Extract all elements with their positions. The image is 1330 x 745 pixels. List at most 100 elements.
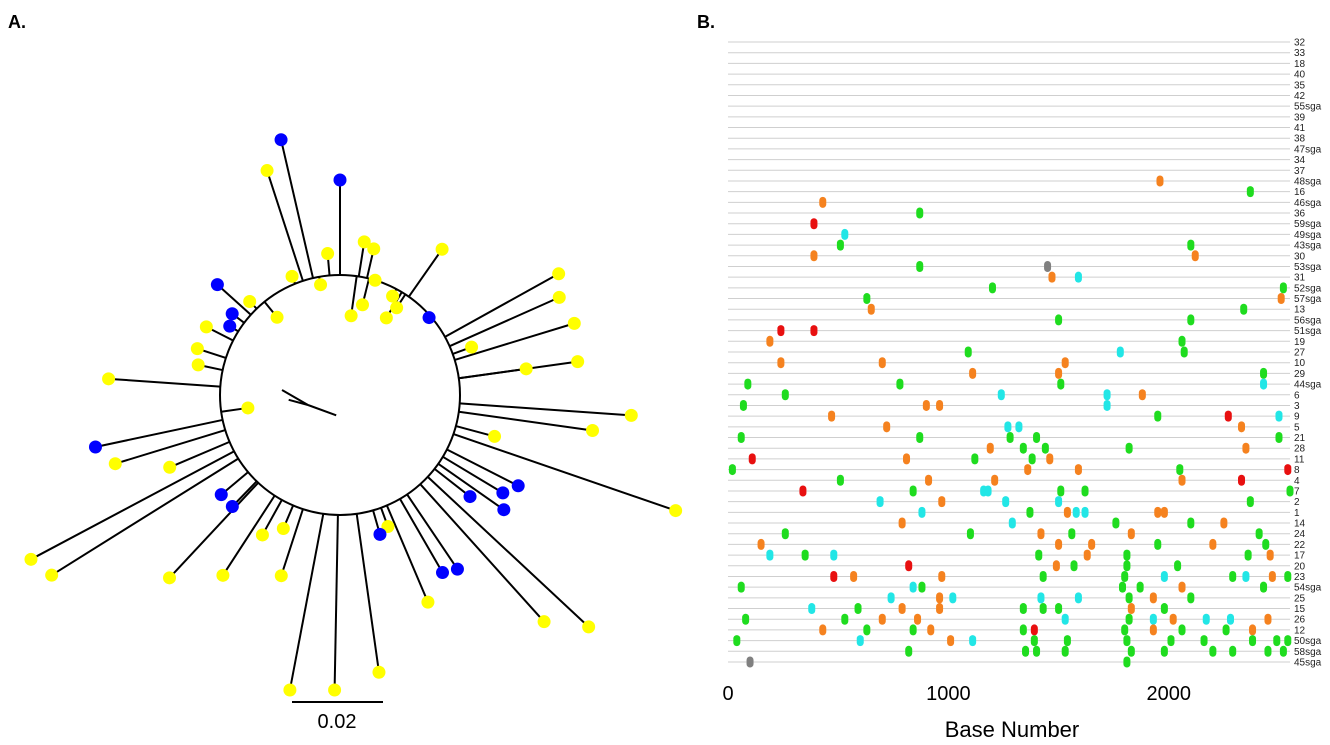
row-label: 42 [1294,91,1306,102]
mutation-mark-green [1127,645,1135,657]
mutation-mark-orange [1178,581,1186,593]
row-label: 53sga [1294,262,1322,273]
mutation-mark-green [801,549,809,561]
mutation-mark-green [836,474,844,486]
row-labels: 32331840354255sga39413847sga343748sga164… [1294,38,1322,669]
mutation-mark-orange [1268,570,1276,582]
row-label: 52sga [1294,283,1322,294]
mutation-mark-cyan [887,592,895,604]
mutation-mark-cyan [969,635,977,647]
mutation-mark-green [1240,303,1248,315]
tree-branch [427,476,590,628]
tree-tip-yellow [321,247,335,261]
mutation-mark-green [863,293,871,305]
mutation-mark-green [728,464,736,476]
mutation-mark-green [916,432,924,444]
mutation-mark-orange [1127,528,1135,540]
tree-tip-yellow [357,235,371,249]
mutation-mark-orange [914,613,922,625]
mutation-mark-green [742,613,750,625]
mutation-mark-green [1180,346,1188,358]
mutation-mark-orange [878,613,886,625]
mutation-mark-orange [819,624,827,636]
mutation-mark-green [781,528,789,540]
mutation-mark-gray [746,656,754,668]
tree-tip-yellow [367,242,381,256]
mutation-mark-green [1057,485,1065,497]
mutation-mark-green [1022,645,1030,657]
row-label: 14 [1294,519,1306,530]
mutation-mark-cyan [876,496,884,508]
tree-tip-yellow [669,504,683,518]
mutation-mark-green [1063,635,1071,647]
mutation-mark-orange [777,357,785,369]
mutation-mark-green [1187,314,1195,326]
row-label: 8 [1294,465,1300,476]
row-label: 20 [1294,561,1306,572]
mutation-mark-green [1187,517,1195,529]
tree-branch [355,513,380,673]
tree-branch [458,367,527,380]
mutation-mark-green [916,260,924,272]
mutation-mark-orange [969,367,977,379]
row-label: 44sga [1294,380,1322,391]
mutation-mark-green [1249,635,1257,647]
mutation-mark-orange [938,496,946,508]
tree-tip-yellow [216,568,230,582]
mutation-mark-orange [1048,271,1056,283]
mutation-mark-orange [757,538,765,550]
tree-branch [280,139,314,279]
tree-tip-yellow [276,521,290,535]
row-label: 50sga [1294,636,1322,647]
mutation-mark-green [854,603,862,615]
tree-tip-yellow [283,683,297,697]
tree-tip-yellow [390,301,404,315]
tree-tip-yellow [552,290,566,304]
tree-tip-yellow [163,571,177,585]
mutation-mark-cyan [766,549,774,561]
mutation-mark-red [799,485,807,497]
tree-tip-yellow [314,278,328,292]
mutation-mark-cyan [997,389,1005,401]
row-label: 10 [1294,358,1306,369]
tree-tips [24,133,683,697]
tree-tip-yellow [241,401,255,415]
mutation-mark-green [1187,239,1195,251]
tree-branch [30,450,235,561]
mutation-mark-orange [938,570,946,582]
tree-branch [350,276,358,316]
mutation-mark-cyan [841,228,849,240]
panel-a-label: A. [8,12,26,32]
tree-tip-blue [497,503,511,517]
mutation-mark-green [781,389,789,401]
tree-tip-blue [225,307,239,321]
tree-tip-yellow [372,665,386,679]
tree-tip-yellow [488,429,502,443]
mutation-mark-cyan [1004,421,1012,433]
mutation-mark-cyan [1055,496,1063,508]
tree-branch [458,410,593,432]
mutation-mark-green [1154,538,1162,550]
row-label: 39 [1294,112,1306,123]
tree-tip-yellow [519,362,533,376]
tree-tip-yellow [552,267,566,281]
x-tick-label: 0 [722,683,733,705]
mutation-mark-orange [850,570,858,582]
tree-branch [449,296,560,348]
tree-tip-yellow [421,595,435,609]
x-tick-label: 1000 [926,683,971,705]
tree-tip-yellow [586,423,600,437]
mutation-mark-green [1121,570,1129,582]
tree-branch [95,418,223,448]
mutation-mark-green [1279,645,1287,657]
mutation-mark-red [777,325,785,337]
mutation-mark-green [1119,581,1127,593]
mutation-mark-orange [1052,560,1060,572]
mutation-mark-cyan [1074,271,1082,283]
row-label: 24 [1294,529,1306,540]
mutation-mark-green [1246,186,1254,198]
mutation-mark-green [1260,367,1268,379]
panel-b-label: B. [697,12,715,32]
row-gridlines [728,41,1290,663]
mutation-mark-orange [947,635,955,647]
